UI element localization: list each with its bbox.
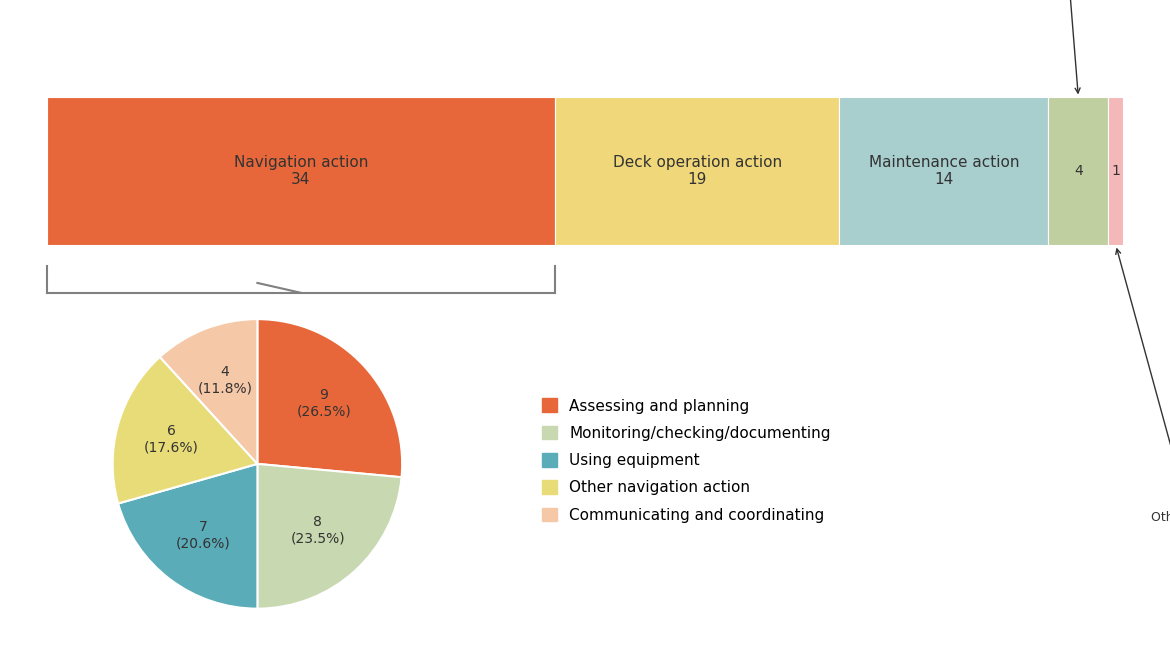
Bar (1108, 97, 1123, 245)
Bar (839, 97, 1048, 245)
Bar (47, 97, 555, 245)
Text: Navigation action
34: Navigation action 34 (234, 155, 369, 188)
Legend: Assessing and planning, Monitoring/checking/documenting, Using equipment, Other : Assessing and planning, Monitoring/check… (535, 391, 839, 530)
Text: Engine room action: Engine room action (994, 0, 1117, 93)
Wedge shape (118, 464, 257, 609)
Text: 6
(17.6%): 6 (17.6%) (144, 424, 199, 455)
Text: 4
(11.8%): 4 (11.8%) (198, 365, 253, 395)
Text: Deck operation action
19: Deck operation action 19 (613, 155, 782, 188)
Wedge shape (112, 357, 257, 503)
Text: Maintenance action
14: Maintenance action 14 (868, 155, 1019, 188)
Text: 4: 4 (1074, 164, 1082, 178)
Wedge shape (257, 464, 401, 609)
Text: 8
(23.5%): 8 (23.5%) (290, 515, 345, 545)
Bar (555, 97, 839, 245)
Text: 9
(26.5%): 9 (26.5%) (296, 388, 351, 418)
Bar (1048, 97, 1108, 245)
Wedge shape (257, 319, 402, 477)
Text: 1: 1 (1112, 164, 1120, 178)
Wedge shape (160, 319, 257, 464)
Text: Other action: Other action (1116, 249, 1170, 524)
Text: 7
(20.6%): 7 (20.6%) (176, 520, 230, 551)
